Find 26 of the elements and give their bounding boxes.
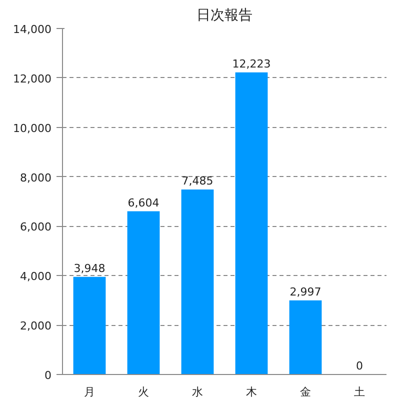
bar [181, 190, 214, 374]
y-tick-label: 0 [44, 369, 52, 382]
bar [73, 276, 106, 374]
x-tick-label: 火 [138, 386, 149, 398]
data-label: 0 [356, 360, 363, 372]
x-tick-label: 水 [192, 386, 203, 398]
bar [289, 300, 322, 374]
bar [127, 211, 160, 374]
bar [235, 72, 268, 374]
data-label: 2,997 [290, 285, 322, 298]
chart-title: 日次報告 [196, 8, 252, 24]
x-tick-label: 土 [354, 386, 365, 398]
y-tick-label: 8,000 [20, 171, 52, 184]
y-tick-label: 6,000 [20, 220, 52, 234]
x-tick-label: 木 [246, 386, 257, 398]
y-tick-label: 14,000 [13, 23, 52, 36]
y-tick-label: 10,000 [13, 122, 52, 135]
y-tick-label: 4,000 [20, 270, 52, 284]
x-tick-label: 月 [84, 386, 95, 398]
data-label: 6,604 [128, 196, 160, 210]
x-tick-label: 金 [300, 386, 311, 398]
y-tick-label: 12,000 [13, 72, 52, 86]
y-tick-label: 2,000 [20, 320, 52, 333]
data-label: 7,485 [182, 174, 214, 188]
data-label: 12,223 [232, 57, 271, 70]
data-label: 3,948 [74, 262, 106, 275]
